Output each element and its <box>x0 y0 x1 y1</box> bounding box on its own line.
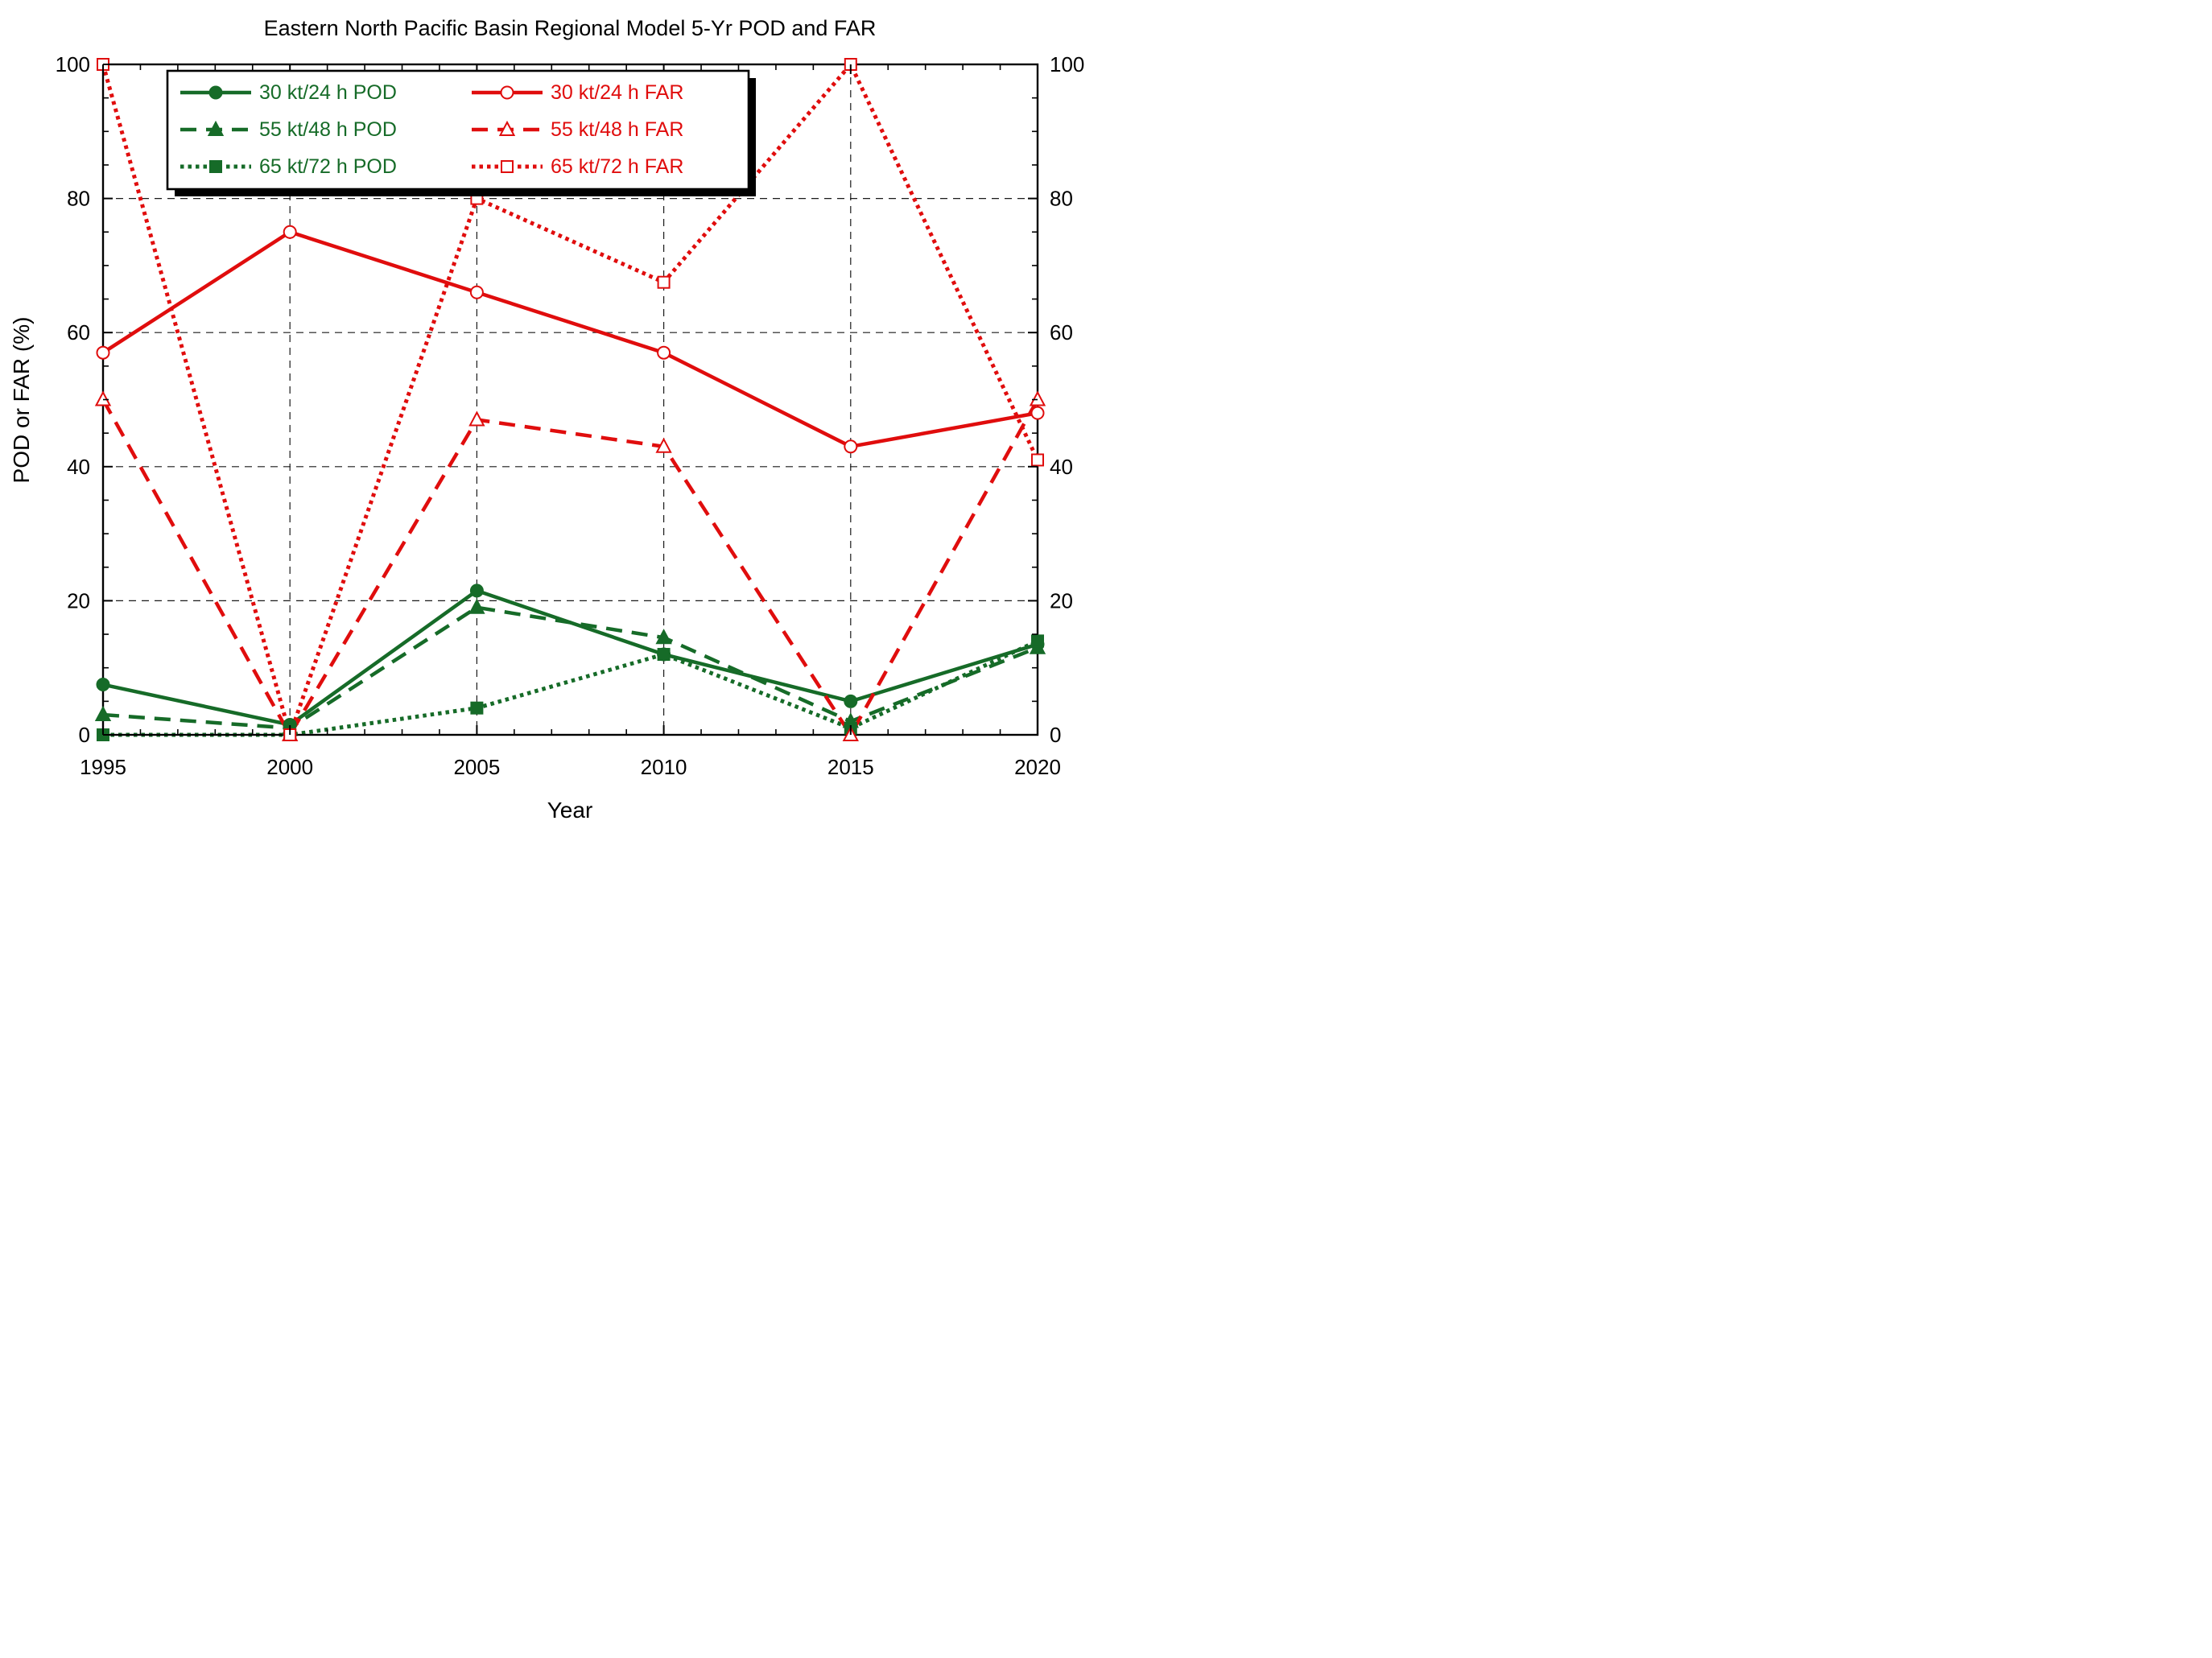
triangle-marker <box>655 629 672 645</box>
y-tick-label-right: 60 <box>1050 320 1073 344</box>
y-tick-label-left: 20 <box>67 588 90 612</box>
legend-label: 55 kt/48 h FAR <box>551 118 683 141</box>
square-marker <box>209 160 222 173</box>
markers-55-kt-48-h-far <box>94 390 1046 741</box>
square-marker <box>470 701 484 715</box>
circle-marker <box>657 345 671 360</box>
triangle-marker <box>94 705 112 722</box>
pod-far-chart: 1995 2000 2005 2010 2015 2020 0 0 20 20 40 40 60 60 80… <box>0 0 1106 833</box>
chart-title: Eastern North Pacific Basin Regional Mod… <box>264 16 877 40</box>
triangle-marker <box>1029 390 1046 406</box>
square-marker <box>657 648 671 662</box>
legend-item-30-kt-24-h-pod: 30 kt/24 h POD <box>180 81 397 104</box>
circle-marker <box>1030 406 1045 420</box>
triangle-marker <box>468 410 485 427</box>
series-line <box>101 60 1040 742</box>
legend-label: 30 kt/24 h POD <box>259 81 397 104</box>
y-tick-label-right: 40 <box>1050 455 1073 479</box>
y-tick-label-left: 80 <box>67 187 90 211</box>
series-line <box>101 229 1038 449</box>
triangle-marker <box>498 120 516 136</box>
square-marker <box>657 275 671 289</box>
triangle-marker <box>468 598 485 614</box>
legend-label: 30 kt/24 h FAR <box>551 81 683 104</box>
markers-30-kt-24-h-pod <box>96 584 1045 732</box>
series-30-kt-24-h-far <box>101 229 1038 449</box>
chart-page: 1995 2000 2005 2010 2015 2020 0 0 20 20 40 40 60 60 80… <box>0 0 1106 829</box>
circle-marker <box>208 85 223 100</box>
circle-marker <box>469 584 484 598</box>
circle-marker <box>96 678 110 692</box>
legend-item-55-kt-48-h-far: 55 kt/48 h FAR <box>472 118 683 141</box>
y-tick-label-right: 80 <box>1050 187 1073 211</box>
x-axis-label: Year <box>547 798 593 823</box>
legend-label: 65 kt/72 h POD <box>259 155 397 178</box>
y-tick-label-right: 0 <box>1050 723 1061 747</box>
circle-marker <box>283 225 297 239</box>
legend-label: 55 kt/48 h POD <box>259 118 397 141</box>
gridlines <box>103 64 1038 735</box>
markers-30-kt-24-h-far <box>96 225 1045 454</box>
y-tick-label-left: 40 <box>67 455 90 479</box>
legend-label: 65 kt/72 h FAR <box>551 155 683 178</box>
x-tick-label: 2015 <box>827 755 874 779</box>
x-tick-label: 2010 <box>641 755 687 779</box>
y-tick-label-left: 0 <box>79 723 90 747</box>
legend-box <box>166 69 750 191</box>
circle-marker <box>844 694 858 708</box>
circle-marker <box>96 345 110 360</box>
series-line <box>101 398 1039 739</box>
series-55-kt-48-h-far <box>101 398 1039 739</box>
circle-marker <box>500 85 514 100</box>
square-marker <box>1031 634 1044 648</box>
legend-item-30-kt-24-h-far: 30 kt/24 h FAR <box>472 81 683 104</box>
square-marker <box>501 160 514 173</box>
triangle-marker <box>94 390 112 406</box>
circle-marker <box>844 439 858 454</box>
series-line <box>102 605 1038 730</box>
circle-marker <box>469 285 484 299</box>
legend: 30 kt/24 h POD 55 kt/48 h POD 65 kt/72 h P… <box>166 69 756 196</box>
x-tick-label: 2005 <box>453 755 500 779</box>
legend-item-65-kt-72-h-pod: 65 kt/72 h POD <box>180 155 397 178</box>
y-tick-label-left: 100 <box>56 52 90 76</box>
triangle-marker <box>207 120 225 136</box>
x-tick-label: 1995 <box>80 755 126 779</box>
x-tick-label: 2020 <box>1014 755 1061 779</box>
series-55-kt-48-h-pod <box>102 605 1038 730</box>
data-markers <box>94 58 1046 741</box>
legend-item-55-kt-48-h-pod: 55 kt/48 h POD <box>180 118 397 141</box>
series-65-kt-72-h-far <box>101 60 1040 742</box>
y-axis-label: POD or FAR (%) <box>9 317 34 484</box>
legend-item-65-kt-72-h-far: 65 kt/72 h FAR <box>472 155 683 178</box>
x-tick-label: 2000 <box>266 755 313 779</box>
triangle-marker <box>655 437 672 453</box>
y-tick-label-left: 60 <box>67 320 90 344</box>
y-tick-label-right: 100 <box>1050 52 1084 76</box>
square-marker <box>1031 453 1044 467</box>
y-tick-label-right: 20 <box>1050 588 1073 612</box>
